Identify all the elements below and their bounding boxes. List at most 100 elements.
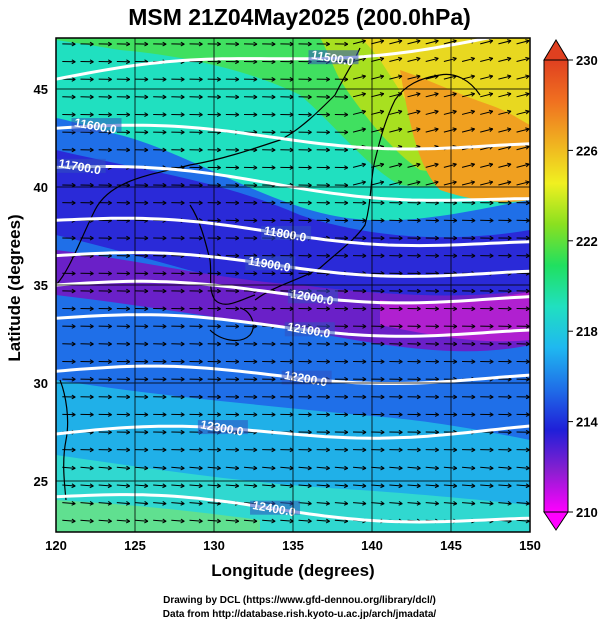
wind-arrow-head [507, 200, 512, 204]
wind-arrow-head [453, 110, 457, 115]
wind-arrow-head [452, 162, 457, 165]
wind-arrow-head [235, 361, 240, 365]
wind-arrow-head [235, 449, 240, 453]
wind-arrow-head [180, 324, 185, 327]
wind-arrow-head [380, 163, 385, 168]
wind-arrow [443, 466, 457, 469]
wind-arrow-head [416, 74, 421, 77]
wind-arrow [498, 146, 512, 151]
wind-arrow-head [180, 429, 185, 433]
wind-arrow-head [489, 467, 494, 471]
wind-arrow-head [362, 341, 367, 345]
wind-arrow-head [344, 376, 349, 380]
wind-arrow-head [434, 361, 439, 365]
wind-arrow-head [507, 128, 512, 132]
wind-arrow-head [307, 396, 312, 400]
wind-arrow-head [380, 237, 385, 241]
wind-arrow-head [235, 465, 240, 469]
wind-arrow-head [325, 202, 330, 206]
wind-arrow-head [107, 61, 112, 65]
wind-arrow [516, 93, 530, 98]
wind-arrow-head [235, 518, 240, 522]
wind-arrow-head [235, 341, 240, 345]
wind-arrow-head [307, 114, 312, 118]
wind-arrow-head [344, 483, 349, 487]
wind-arrow [498, 128, 512, 133]
wind-arrow [352, 128, 366, 133]
wind-arrow-head [180, 200, 185, 204]
wind-arrow-head [452, 74, 457, 77]
wind-arrow-head [126, 235, 131, 239]
wind-arrow-head [126, 394, 131, 398]
wind-arrow-head [235, 41, 240, 45]
wind-arrow-head [271, 200, 276, 204]
wind-arrow-head [89, 343, 94, 347]
wind-arrow-head [235, 306, 240, 310]
wind-arrow-head [416, 128, 421, 132]
wind-arrow-head [380, 40, 385, 44]
wind-arrow-head [380, 290, 385, 294]
wind-arrow-head [344, 167, 349, 170]
wind-arrow-head [89, 520, 94, 524]
wind-arrow-head [307, 412, 312, 416]
wind-arrow-head [89, 59, 94, 63]
wind-arrow-head [489, 253, 494, 257]
wind-arrow-head [180, 465, 185, 469]
wind-arrow-head [71, 414, 76, 417]
wind-arrow-head [235, 220, 240, 223]
wind-arrow-head [144, 112, 149, 116]
wind-arrow [516, 128, 530, 133]
wind-arrow-head [507, 202, 512, 206]
wind-arrow-head [489, 396, 494, 400]
wind-arrow-head [525, 503, 530, 506]
wind-arrow-head [180, 431, 185, 435]
wind-arrow-head [325, 273, 330, 276]
wind-arrow-head [525, 341, 530, 345]
wind-arrow-head [344, 77, 349, 80]
wind-arrow-head [216, 308, 221, 312]
wind-arrow-head [235, 447, 240, 451]
wind-arrow-head [71, 518, 76, 522]
wind-arrow-head [489, 93, 494, 97]
wind-arrow-head [471, 255, 476, 259]
wind-arrow-head [343, 520, 349, 524]
wind-arrow-head [162, 376, 167, 380]
wind-arrow-head [325, 114, 330, 118]
wind-arrow-head [162, 485, 167, 489]
wind-arrow-head [361, 180, 366, 183]
wind-arrow-head [235, 376, 240, 380]
wind-arrow-head [307, 518, 312, 522]
y-tick-label: 25 [34, 474, 48, 489]
wind-arrow-head [107, 449, 112, 453]
wind-arrow-head [471, 359, 476, 363]
wind-arrow [461, 128, 475, 133]
wind-arrow-head [416, 396, 421, 400]
wind-arrow-head [126, 59, 131, 63]
wind-arrow-head [398, 396, 403, 400]
wind-arrow [389, 110, 403, 115]
wind-arrow-head [271, 147, 276, 151]
wind-arrow-head [89, 255, 94, 259]
wind-arrow-head [435, 465, 439, 469]
wind-arrow-head [89, 237, 94, 241]
wind-arrow-head [235, 165, 240, 169]
wind-arrow-head [71, 43, 76, 47]
wind-arrow-head [253, 78, 258, 82]
wind-arrow-head [253, 485, 258, 489]
wind-arrow-head [307, 94, 312, 98]
wind-arrow-head [362, 288, 367, 292]
wind-arrow-head [271, 414, 276, 417]
wind-arrow-head [416, 110, 421, 115]
wind-arrow-head [453, 376, 458, 380]
wind-arrow-head [398, 75, 403, 80]
wind-arrow-head [326, 465, 330, 469]
wind-arrow-head [470, 127, 475, 130]
wind-arrow [352, 181, 366, 186]
wind-arrow-head [416, 220, 421, 223]
wind-arrow-head [307, 273, 312, 276]
wind-arrow [189, 502, 203, 505]
wind-arrow-head [71, 378, 76, 382]
wind-arrow-head [180, 43, 185, 47]
wind-arrow-head [89, 308, 94, 312]
wind-arrow-head [344, 218, 349, 222]
